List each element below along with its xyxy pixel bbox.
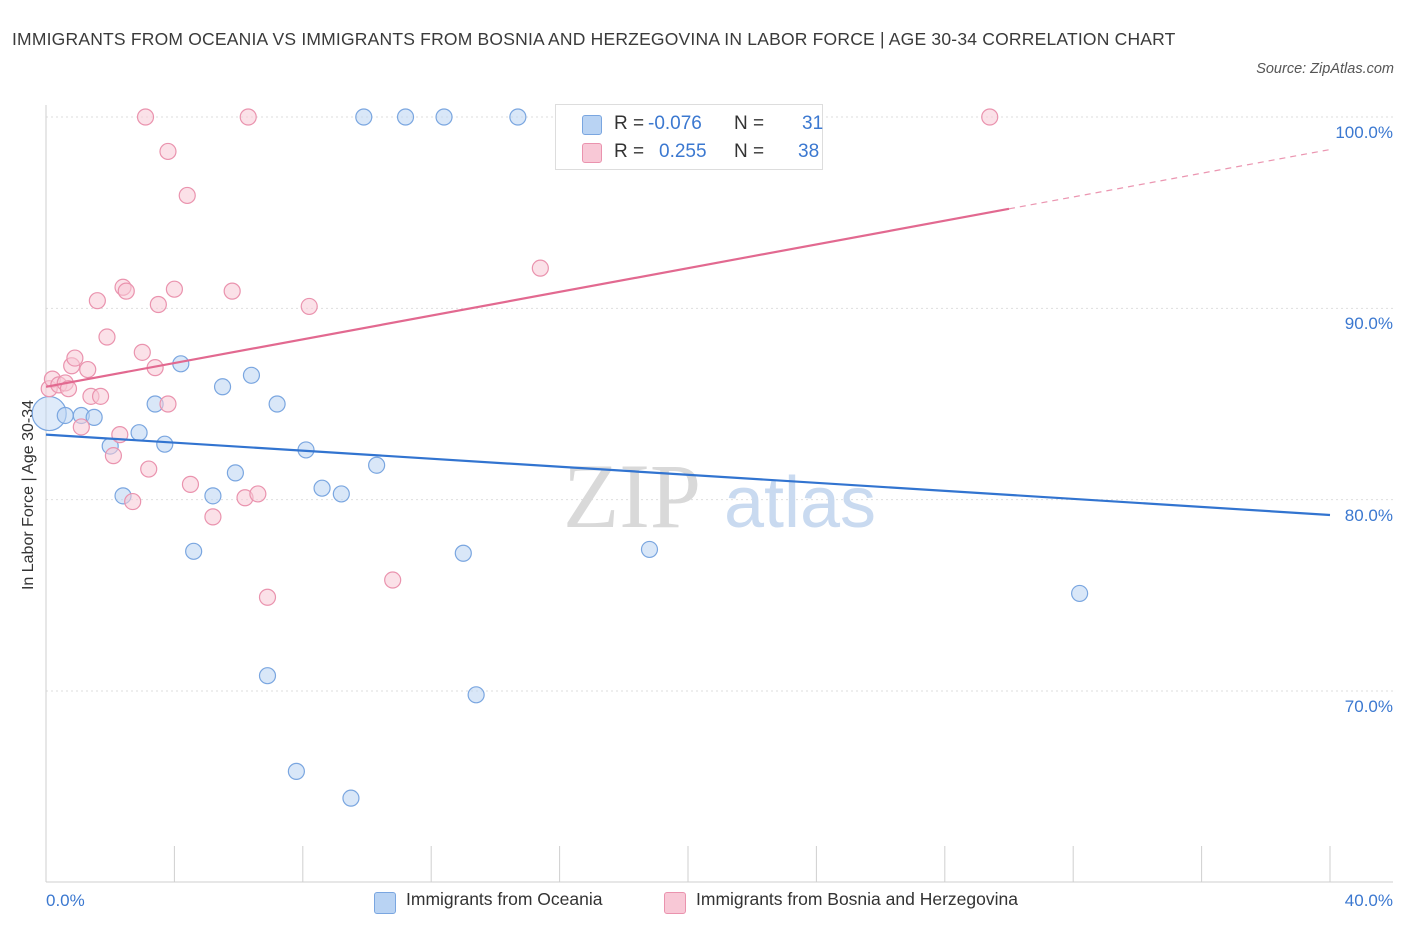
watermark: ZIP atlas (563, 445, 876, 547)
oceania-point (313, 479, 331, 497)
bosnia-point (124, 492, 142, 511)
bosnia-point (223, 282, 241, 300)
grid-layer (46, 116, 1393, 692)
oceania-point (258, 667, 277, 685)
axes-layer (45, 105, 1393, 883)
correlation-legend: R = -0.076 N = 31 R = 0.255 N = 38 (555, 104, 823, 170)
bosnia-point (136, 108, 155, 126)
bosnia-point (531, 259, 549, 277)
bosnia-trend-line (45, 207, 1010, 388)
oceania-point (435, 108, 453, 126)
x-tick-label-min: 0.0% (46, 891, 85, 910)
bosnia-point (181, 475, 200, 493)
oceania-point (342, 789, 360, 807)
trend-layer (45, 148, 1331, 517)
legend-r-label: R = (614, 141, 645, 162)
oceania-point (1071, 584, 1089, 603)
y-tick-label-70: 70.0% (1344, 697, 1393, 716)
watermark-zip: ZIP (563, 445, 701, 547)
bosnia-point (91, 387, 110, 405)
oceania-point (156, 435, 174, 453)
legend-swatch-pink (582, 143, 602, 163)
bosnia-point (133, 343, 151, 361)
bosnia-point (59, 380, 78, 398)
oceania-point (332, 485, 350, 503)
bosnia-point (159, 395, 177, 413)
oceania-trend-line (45, 433, 1331, 517)
oceania-point (355, 108, 373, 126)
y-tick-label-90: 90.0% (1344, 314, 1393, 334)
oceania-point (396, 108, 415, 126)
bosnia-trend-line-extension (1008, 148, 1331, 210)
legend-n-value: 38 (798, 141, 820, 162)
bosnia-point (66, 349, 84, 367)
x-tick-label-max: 40.0% (1344, 891, 1393, 910)
legend-r-value: -0.076 (648, 113, 702, 134)
oceania-point (56, 406, 74, 425)
y-tick-label-100: 100.0% (1335, 123, 1393, 142)
oceania-point (213, 378, 232, 396)
bosnia-point (98, 328, 116, 346)
bosnia-point (117, 282, 135, 300)
legend-n-label: N = (734, 113, 765, 134)
legend-r-value: 0.255 (659, 141, 707, 162)
oceania-point (368, 456, 386, 474)
bosnia-point (384, 571, 402, 589)
bosnia-point (88, 292, 106, 310)
bosnia-point (165, 280, 183, 298)
series-label-bosnia: Immigrants from Bosnia and Herzegovina (696, 889, 1018, 909)
oceania-point (242, 366, 261, 384)
bosnia-point (104, 447, 123, 465)
oceania-point (85, 408, 103, 426)
oceania-point (226, 464, 244, 482)
oceania-point (204, 487, 222, 505)
bosnia-point (149, 295, 167, 314)
oceania-point (185, 542, 203, 560)
bosnia-point (140, 460, 158, 478)
bosnia-point (981, 108, 999, 126)
oceania-point (287, 762, 305, 780)
bosnia-point (159, 142, 177, 161)
series-label-oceania: Immigrants from Oceania (406, 889, 603, 909)
chart-title: IMMIGRANTS FROM OCEANIA VS IMMIGRANTS FR… (12, 29, 1176, 49)
oceania-point (268, 395, 286, 413)
bosnia-point (72, 418, 90, 436)
series-swatch-blue (374, 892, 396, 914)
watermark-atlas: atlas (724, 463, 876, 543)
legend-r-label: R = (614, 113, 645, 134)
y-tick-label-80: 80.0% (1344, 505, 1393, 525)
bosnia-point (178, 186, 196, 205)
bosnia-point (79, 360, 97, 379)
legend-n-value: 31 (802, 113, 824, 134)
oceania-point (467, 686, 485, 704)
points-layer (31, 108, 1089, 807)
oceania-point (640, 540, 659, 559)
bosnia-point (249, 485, 267, 503)
bosnia-point (300, 297, 318, 316)
bosnia-point (204, 508, 222, 526)
series-swatch-pink (664, 892, 686, 914)
bosnia-point (258, 588, 277, 606)
legend-n-label: N = (734, 141, 765, 162)
oceania-point (509, 108, 527, 126)
oceania-point (130, 424, 148, 442)
oceania-point (454, 544, 472, 562)
source-label: Source: ZipAtlas.com (1256, 61, 1394, 77)
bosnia-point (239, 108, 257, 126)
legend-swatch-blue (582, 115, 602, 135)
